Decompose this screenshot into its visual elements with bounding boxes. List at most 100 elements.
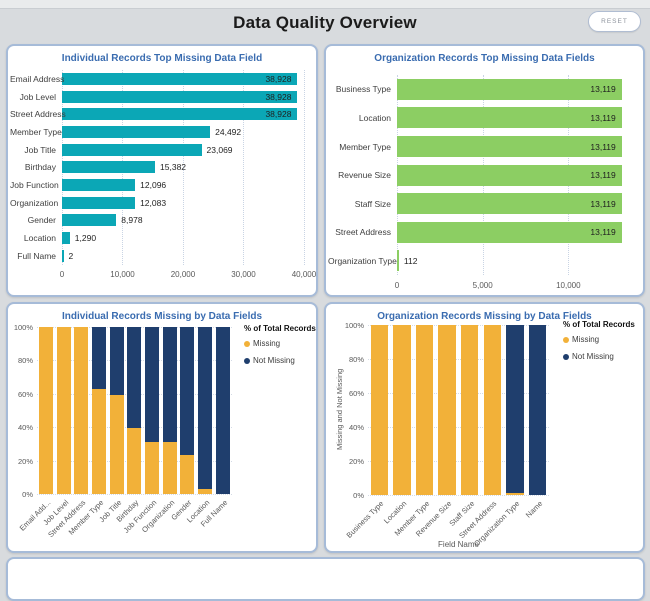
missing-segment[interactable] bbox=[162, 442, 177, 494]
category-label: Location bbox=[358, 112, 391, 123]
bar-value-label: 13,119 bbox=[590, 141, 616, 152]
missing-segment[interactable] bbox=[38, 327, 53, 494]
chart-title: Individual Records Top Missing Data Fiel… bbox=[61, 53, 263, 64]
missing-segment[interactable] bbox=[180, 455, 195, 494]
stacked-plot-area bbox=[368, 325, 549, 496]
y-tick-label: 60% bbox=[17, 389, 33, 399]
not-missing-segment[interactable] bbox=[91, 327, 106, 389]
y-gridline bbox=[368, 461, 549, 462]
bar[interactable] bbox=[62, 143, 202, 156]
chart-card-individual-top-missing: Individual Records Top Missing Data Fiel… bbox=[6, 44, 318, 297]
bar[interactable] bbox=[62, 108, 298, 121]
not-missing-segment[interactable] bbox=[180, 327, 195, 456]
missing-segment[interactable] bbox=[415, 325, 434, 495]
legend-item[interactable]: Missing bbox=[563, 335, 635, 344]
category-label: Street Address bbox=[335, 227, 391, 238]
missing-segment[interactable] bbox=[393, 325, 411, 495]
missing-segment[interactable] bbox=[370, 325, 389, 495]
category-label: Member Type bbox=[10, 126, 62, 137]
bar[interactable] bbox=[62, 72, 298, 85]
x-gridline bbox=[243, 70, 245, 265]
missing-segment[interactable] bbox=[109, 394, 124, 494]
not-missing-segment[interactable] bbox=[198, 327, 213, 489]
bar-value-label: 13,119 bbox=[590, 84, 616, 95]
missing-segment[interactable] bbox=[91, 388, 106, 494]
legend-item-label: Missing bbox=[572, 335, 600, 344]
not-missing-segment[interactable] bbox=[528, 325, 547, 495]
y-gridline bbox=[37, 494, 232, 495]
not-missing-segment[interactable] bbox=[162, 327, 177, 443]
legend-item[interactable]: Not Missing bbox=[244, 356, 316, 365]
page-title: Data Quality Overview bbox=[233, 13, 417, 32]
bar-value-label: 24,492 bbox=[215, 126, 242, 137]
category-label: Member Type bbox=[339, 141, 391, 152]
missing-segment[interactable] bbox=[460, 325, 479, 495]
bar-value-label: 12,083 bbox=[140, 197, 167, 208]
chart-card-organization-top-missing: Organization Records Top Missing Data Fi… bbox=[324, 44, 645, 297]
chart-card-organization-missing-stacked: Organization Records Missing by Data Fie… bbox=[324, 302, 645, 553]
category-label: Full Name bbox=[17, 250, 56, 261]
not-missing-segment[interactable] bbox=[506, 325, 524, 494]
category-label: Gender bbox=[27, 215, 56, 226]
missing-segment[interactable] bbox=[198, 488, 213, 494]
x-tick-label: 10,000 bbox=[110, 269, 135, 279]
bar[interactable] bbox=[397, 221, 622, 243]
legend-item[interactable]: Not Missing bbox=[563, 352, 635, 361]
bar-value-label: 13,119 bbox=[590, 112, 616, 123]
bar-value-label: 2 bbox=[68, 250, 74, 261]
missing-segment[interactable] bbox=[145, 442, 160, 494]
bar[interactable] bbox=[397, 193, 622, 215]
missing-segment[interactable] bbox=[506, 493, 524, 495]
missing-segment[interactable] bbox=[74, 327, 89, 494]
not-missing-segment[interactable] bbox=[127, 327, 142, 429]
reset-button[interactable]: RESET bbox=[588, 11, 641, 32]
y-tick-label: 100% bbox=[344, 321, 364, 330]
missing-segment[interactable] bbox=[438, 325, 456, 495]
y-gridline bbox=[368, 427, 549, 428]
legend-item-label: Missing bbox=[253, 339, 281, 348]
bar[interactable] bbox=[62, 125, 211, 138]
category-label: Street Address bbox=[10, 109, 66, 120]
category-label: Job Function bbox=[10, 180, 59, 191]
not-missing-segment[interactable] bbox=[109, 327, 124, 395]
not-missing-dot-icon bbox=[563, 353, 569, 360]
bar[interactable] bbox=[397, 107, 622, 129]
chart-title: Organization Records Top Missing Data Fi… bbox=[374, 53, 595, 64]
bar[interactable] bbox=[62, 179, 136, 192]
bar[interactable] bbox=[397, 164, 622, 186]
y-tick-label: 20% bbox=[348, 457, 364, 466]
window-top-strip bbox=[0, 0, 650, 9]
category-label: Staff Size bbox=[354, 198, 391, 209]
missing-segment[interactable] bbox=[483, 325, 502, 495]
missing-segment[interactable] bbox=[56, 327, 71, 494]
missing-dot-icon bbox=[563, 336, 569, 343]
not-missing-segment[interactable] bbox=[215, 327, 230, 494]
category-label: Job Title bbox=[24, 144, 56, 155]
bar[interactable] bbox=[62, 249, 64, 262]
x-tick-label: 0 bbox=[394, 281, 400, 291]
x-tick-label: 40,000 bbox=[291, 269, 317, 279]
x-tick-label: 20,000 bbox=[170, 269, 196, 279]
not-missing-segment[interactable] bbox=[145, 327, 160, 443]
category-label: Email Address bbox=[10, 73, 65, 84]
y-axis-title: Missing and Not Missing bbox=[335, 368, 344, 450]
bar-value-label: 112 bbox=[403, 255, 418, 266]
bar[interactable] bbox=[62, 161, 156, 174]
bar[interactable] bbox=[62, 196, 136, 209]
legend-item[interactable]: Missing bbox=[244, 339, 316, 348]
bar[interactable] bbox=[62, 232, 70, 245]
hbar-plot-area: 13,119 13,119 13,119 13,119 13,119 13,119 112 bbox=[397, 75, 630, 276]
bar[interactable] bbox=[62, 90, 298, 103]
category-label: Location bbox=[23, 233, 56, 244]
partial-next-card bbox=[6, 557, 645, 601]
bar[interactable] bbox=[62, 214, 117, 227]
y-gridline bbox=[368, 359, 549, 360]
category-label: Birthday bbox=[24, 162, 56, 173]
bar-value-label: 13,119 bbox=[590, 227, 616, 238]
missing-segment[interactable] bbox=[127, 428, 142, 494]
legend: % of Total Records Missing Not Missing bbox=[563, 320, 635, 369]
bar[interactable] bbox=[397, 136, 622, 157]
x-tick-label: 10,000 bbox=[556, 281, 581, 291]
bar[interactable] bbox=[397, 78, 622, 100]
bar[interactable] bbox=[397, 250, 399, 272]
